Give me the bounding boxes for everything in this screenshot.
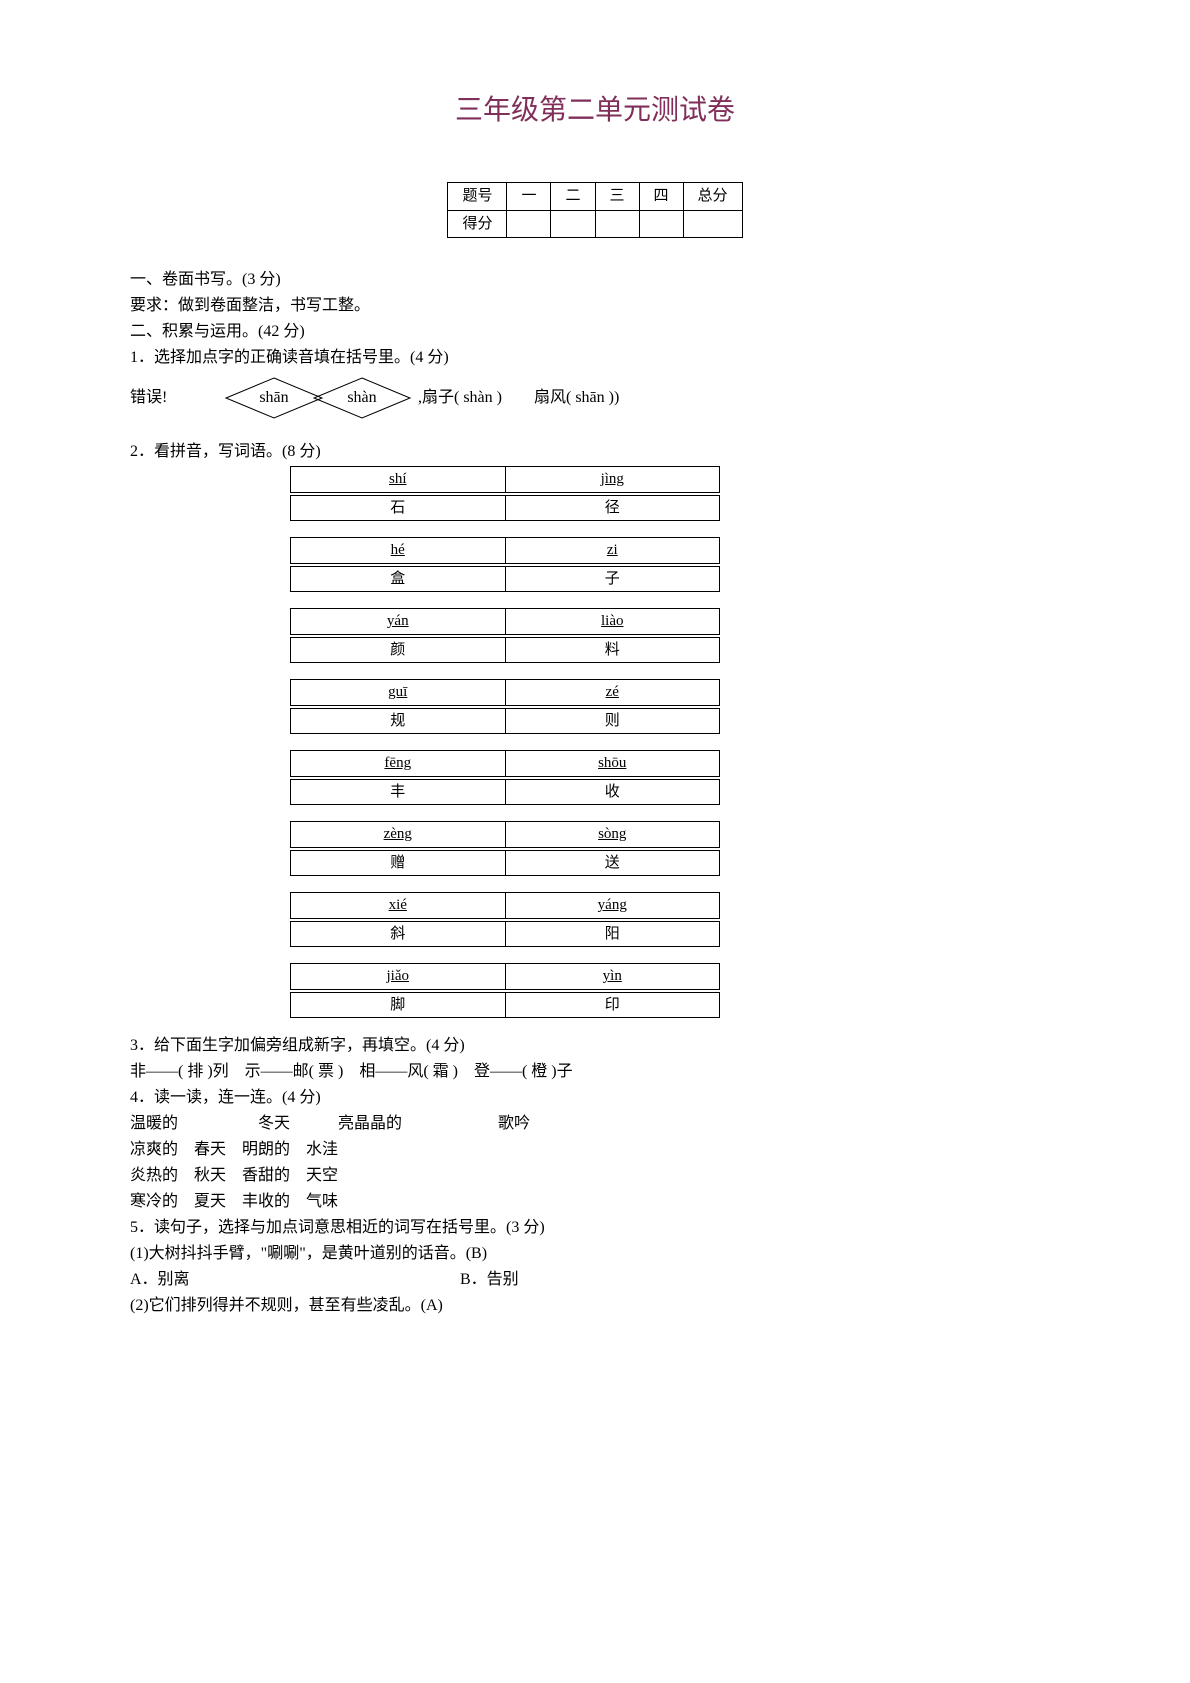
score-header-cell: 二 bbox=[551, 183, 595, 211]
char-cell: 丰 bbox=[291, 780, 505, 805]
score-cell bbox=[683, 210, 742, 238]
q3-content: 非――( 排 )列 示――邮( 票 ) 相――风( 霜 ) 登――( 橙 )子 bbox=[130, 1060, 1060, 1084]
score-header-cell: 一 bbox=[507, 183, 551, 211]
pinyin-cell: guī bbox=[291, 680, 505, 705]
char-cell: 径 bbox=[505, 496, 720, 521]
char-cell: 子 bbox=[505, 567, 720, 592]
pinyin-cell: shōu bbox=[505, 751, 720, 776]
pinyin-box: fēngshōu bbox=[290, 750, 720, 777]
q1-after-text: ,扇子( shàn ) 扇风( shān )) bbox=[418, 386, 619, 410]
q5-item-1: (1)大树抖抖手臂，"唰唰"，是黄叶道别的话音。(B) bbox=[130, 1242, 1060, 1266]
pinyin-cell: jiǎo bbox=[291, 964, 505, 989]
char-cell: 收 bbox=[505, 780, 720, 805]
q4-row-3: 炎热的 秋天 香甜的 天空 bbox=[130, 1164, 1060, 1188]
q5-header: 5．读句子，选择与加点词意思相近的词写在括号里。(3 分) bbox=[130, 1216, 1060, 1240]
diamond-1-text: shān bbox=[259, 386, 288, 410]
char-cell: 石 bbox=[291, 496, 505, 521]
pinyin-cell: fēng bbox=[291, 751, 505, 776]
q4-header: 4．读一读，连一连。(4 分) bbox=[130, 1086, 1060, 1110]
char-cell: 斜 bbox=[291, 922, 505, 947]
pinyin-cell: xié bbox=[291, 893, 505, 918]
score-header-cell: 四 bbox=[639, 183, 683, 211]
score-header-cell: 题号 bbox=[448, 183, 507, 211]
pinyin-cell: zèng bbox=[291, 822, 505, 847]
char-box: 脚印 bbox=[290, 992, 720, 1019]
char-box: 丰收 bbox=[290, 779, 720, 806]
pinyin-cell: liào bbox=[505, 609, 720, 634]
pinyin-cell: yìn bbox=[505, 964, 720, 989]
q4-row-2: 凉爽的 春天 明朗的 水洼 bbox=[130, 1138, 1060, 1162]
score-table: 题号 一 二 三 四 总分 得分 bbox=[447, 182, 742, 238]
char-cell: 颜 bbox=[291, 638, 505, 663]
char-cell: 规 bbox=[291, 709, 505, 734]
char-cell: 印 bbox=[505, 993, 720, 1018]
score-cell bbox=[507, 210, 551, 238]
pinyin-box: jiǎoyìn bbox=[290, 963, 720, 990]
pinyin-box: xiéyáng bbox=[290, 892, 720, 919]
pinyin-box: zèngsòng bbox=[290, 821, 720, 848]
score-header-cell: 总分 bbox=[683, 183, 742, 211]
q1-header: 1．选择加点字的正确读音填在括号里。(4 分) bbox=[130, 346, 1060, 370]
char-box: 盒子 bbox=[290, 566, 720, 593]
pinyin-box: shíjìng bbox=[290, 466, 720, 493]
char-cell: 则 bbox=[505, 709, 720, 734]
char-cell: 阳 bbox=[505, 922, 720, 947]
pinyin-cell: hé bbox=[291, 538, 505, 563]
section-1-header: 一、卷面书写。(3 分) bbox=[130, 268, 1060, 292]
table-row: 得分 bbox=[448, 210, 742, 238]
diamond-shape: shān bbox=[224, 376, 324, 420]
q1-error-text: 错误! bbox=[130, 386, 230, 410]
score-cell bbox=[595, 210, 639, 238]
section-2-header: 二、积累与运用。(42 分) bbox=[130, 320, 1060, 344]
char-box: 规则 bbox=[290, 708, 720, 735]
char-box: 石径 bbox=[290, 495, 720, 522]
char-cell: 料 bbox=[505, 638, 720, 663]
page-title: 三年级第二单元测试卷 bbox=[130, 90, 1060, 132]
char-cell: 送 bbox=[505, 851, 720, 876]
q5-item-2: (2)它们排列得并不规则，甚至有些凌乱。(A) bbox=[130, 1294, 1060, 1318]
char-box: 斜阳 bbox=[290, 921, 720, 948]
char-cell: 脚 bbox=[291, 993, 505, 1018]
q5-option-a: A．别离 bbox=[130, 1268, 460, 1292]
pinyin-cell: zi bbox=[505, 538, 720, 563]
table-row: 题号 一 二 三 四 总分 bbox=[448, 183, 742, 211]
q3-header: 3．给下面生字加偏旁组成新字，再填空。(4 分) bbox=[130, 1034, 1060, 1058]
section-1-requirement: 要求：做到卷面整洁，书写工整。 bbox=[130, 294, 1060, 318]
pinyin-cell: yán bbox=[291, 609, 505, 634]
pinyin-box: yánliào bbox=[290, 608, 720, 635]
q5-option-b: B．告别 bbox=[460, 1268, 519, 1292]
q4-row-1: 温暖的 冬天 亮晶晶的 歌吟 bbox=[130, 1112, 1060, 1136]
pinyin-cell: yáng bbox=[505, 893, 720, 918]
score-header-cell: 三 bbox=[595, 183, 639, 211]
diamond-2-text: shàn bbox=[347, 386, 376, 410]
char-cell: 赠 bbox=[291, 851, 505, 876]
q5-item-1-options: A．别离 B．告别 bbox=[130, 1268, 1060, 1292]
q2-header: 2．看拼音，写词语。(8 分) bbox=[130, 440, 1060, 464]
char-box: 颜料 bbox=[290, 637, 720, 664]
diamond-shape: shàn bbox=[312, 376, 412, 420]
char-cell: 盒 bbox=[291, 567, 505, 592]
char-box: 赠送 bbox=[290, 850, 720, 877]
pinyin-cell: jìng bbox=[505, 467, 720, 492]
score-cell bbox=[551, 210, 595, 238]
pinyin-cell: sòng bbox=[505, 822, 720, 847]
pinyin-cell: shí bbox=[291, 467, 505, 492]
pinyin-grid: shíjìng石径hézi盒子yánliào颜料guīzé规则fēngshōu丰… bbox=[290, 466, 720, 1018]
pinyin-cell: zé bbox=[505, 680, 720, 705]
q4-row-4: 寒冷的 夏天 丰收的 气味 bbox=[130, 1190, 1060, 1214]
score-cell bbox=[639, 210, 683, 238]
pinyin-box: guīzé bbox=[290, 679, 720, 706]
score-row-label: 得分 bbox=[448, 210, 507, 238]
q1-diamond-row: 错误! shān shàn ,扇子( shàn ) 扇风( shān )) bbox=[130, 376, 1060, 420]
pinyin-box: hézi bbox=[290, 537, 720, 564]
